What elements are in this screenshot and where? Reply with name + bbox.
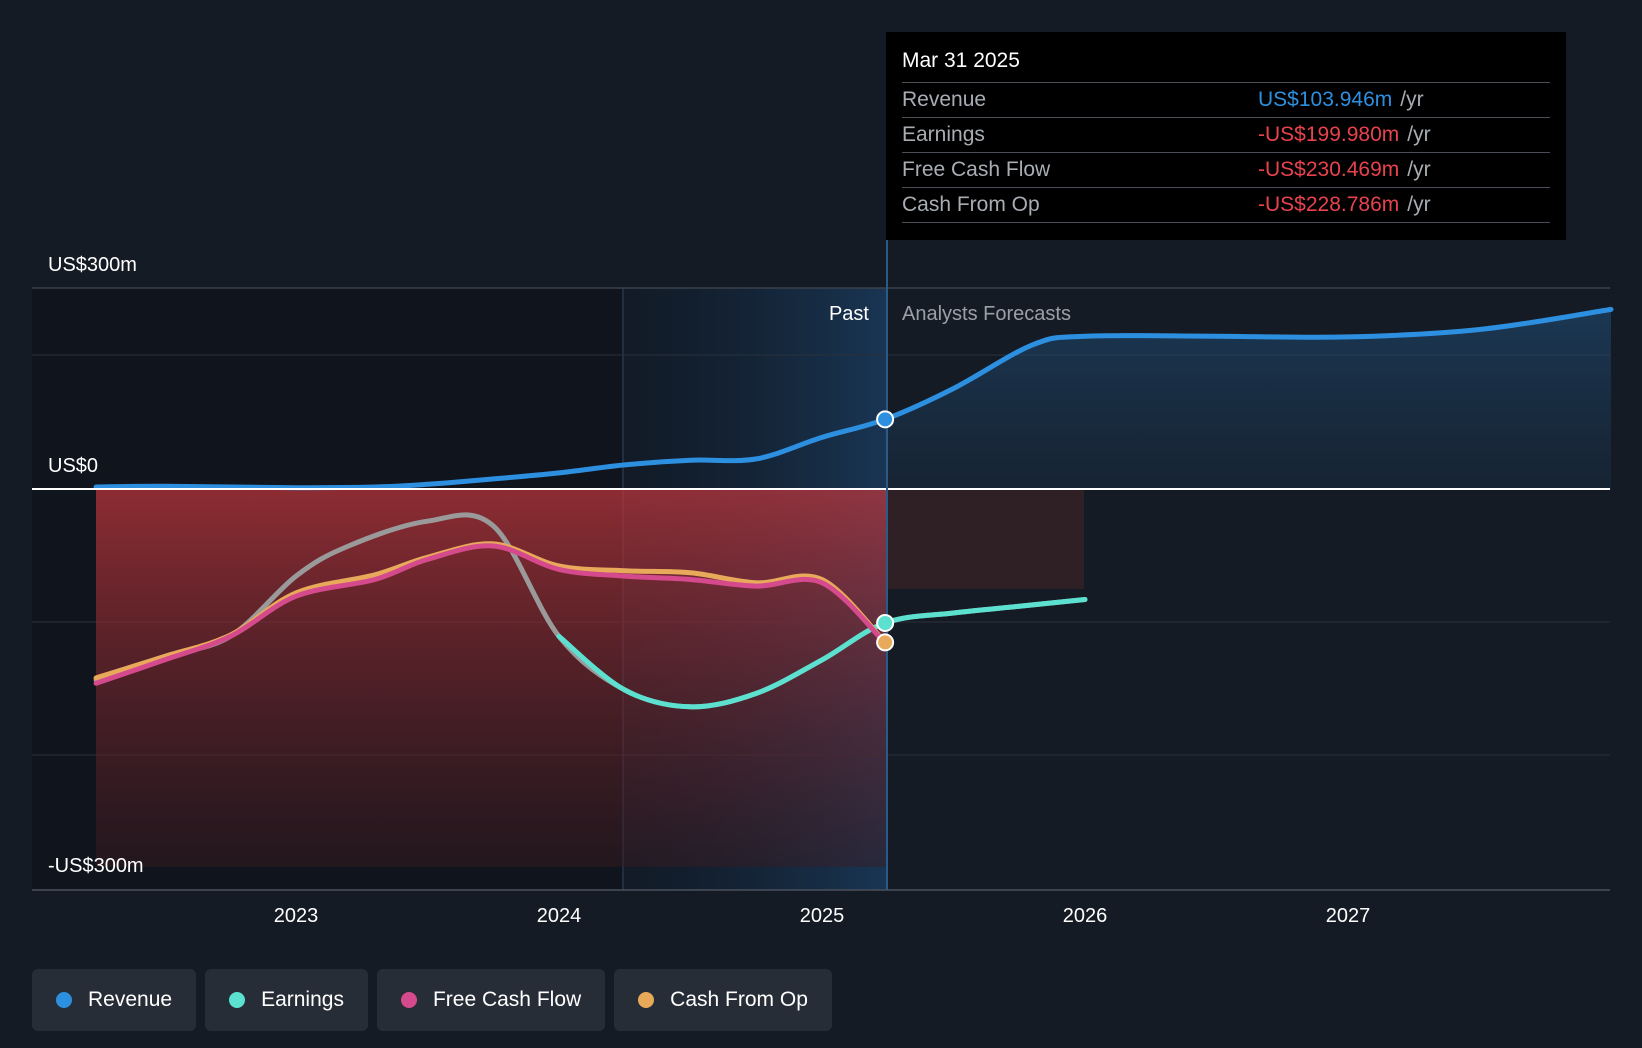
- legend-item-revenue[interactable]: Revenue: [32, 969, 197, 1031]
- chart-legend: Revenue Earnings Free Cash Flow Cash Fro…: [32, 969, 841, 1031]
- tooltip-unit: /yr: [1400, 88, 1424, 111]
- legend-dot-icon: [56, 992, 72, 1008]
- series-layer: [93, 306, 1614, 710]
- earnings-marker: [876, 614, 895, 632]
- legend-label: Earnings: [261, 988, 344, 1011]
- legend-dot-icon: [638, 992, 655, 1008]
- data-tooltip: Mar 31 2025 Revenue US$103.946m /yr Earn…: [886, 32, 1566, 240]
- tooltip-label: Free Cash Flow: [902, 158, 1051, 181]
- tooltip-row-revenue: Revenue US$103.946m /yr: [902, 83, 1550, 118]
- tooltip-value: -US$228.786m: [1258, 193, 1400, 216]
- tooltip-label: Cash From Op: [902, 193, 1040, 216]
- negative-area-fill: [96, 489, 887, 867]
- tooltip-unit: /yr: [1407, 123, 1431, 146]
- x-tick-label: 2024: [537, 905, 582, 927]
- revenue-forecast-area: [885, 309, 1611, 489]
- legend-item-earnings[interactable]: Earnings: [205, 969, 368, 1031]
- period-past-label: Past: [829, 303, 869, 325]
- tooltip-label: Earnings: [902, 123, 985, 146]
- tooltip-value: -US$199.980m: [1258, 123, 1400, 146]
- legend-label: Revenue: [88, 988, 173, 1011]
- tooltip-value: US$103.946m: [1258, 88, 1393, 111]
- period-forecast-label: Analysts Forecasts: [902, 303, 1071, 325]
- tooltip-row-free-cash-flow: Free Cash Flow -US$230.469m /yr: [902, 153, 1550, 188]
- tooltip-date: Mar 31 2025: [902, 46, 1550, 83]
- legend-label: Cash From Op: [670, 988, 808, 1011]
- y-label-zero: US$0: [48, 455, 98, 477]
- x-axis-ticks: 2023 2024 2025 2026 2027: [274, 905, 1371, 927]
- legend-item-free-cash-flow[interactable]: Free Cash Flow: [376, 969, 606, 1031]
- free-cash-flow-line: [93, 543, 888, 686]
- revenue-line: [93, 306, 1614, 491]
- tooltip-unit: /yr: [1407, 158, 1431, 181]
- y-label-bottom: -US$300m: [48, 855, 144, 877]
- revenue-marker: [876, 410, 895, 429]
- revenue-area: [885, 309, 1611, 489]
- legend-item-cash-from-op[interactable]: Cash From Op: [614, 969, 832, 1031]
- cash-from-op-marker: [876, 633, 895, 652]
- y-label-top: US$300m: [48, 254, 137, 276]
- tooltip-unit: /yr: [1407, 193, 1431, 216]
- tooltip-row-cash-from-op: Cash From Op -US$228.786m /yr: [902, 188, 1550, 223]
- tooltip-value: -US$230.469m: [1258, 158, 1400, 181]
- marker-layer: [876, 410, 895, 652]
- earnings-line-highlight: [556, 597, 1088, 710]
- x-tick-label: 2027: [1326, 905, 1371, 927]
- x-tick-label: 2025: [800, 905, 845, 927]
- legend-dot-icon: [229, 992, 246, 1008]
- legend-dot-icon: [400, 992, 417, 1008]
- x-tick-label: 2023: [274, 905, 319, 927]
- tooltip-label: Revenue: [902, 88, 987, 111]
- tooltip-row-earnings: Earnings -US$199.980m /yr: [902, 118, 1550, 153]
- negative-forecast-fill: [887, 489, 1084, 589]
- x-tick-label: 2026: [1063, 905, 1108, 927]
- legend-label: Free Cash Flow: [432, 988, 582, 1011]
